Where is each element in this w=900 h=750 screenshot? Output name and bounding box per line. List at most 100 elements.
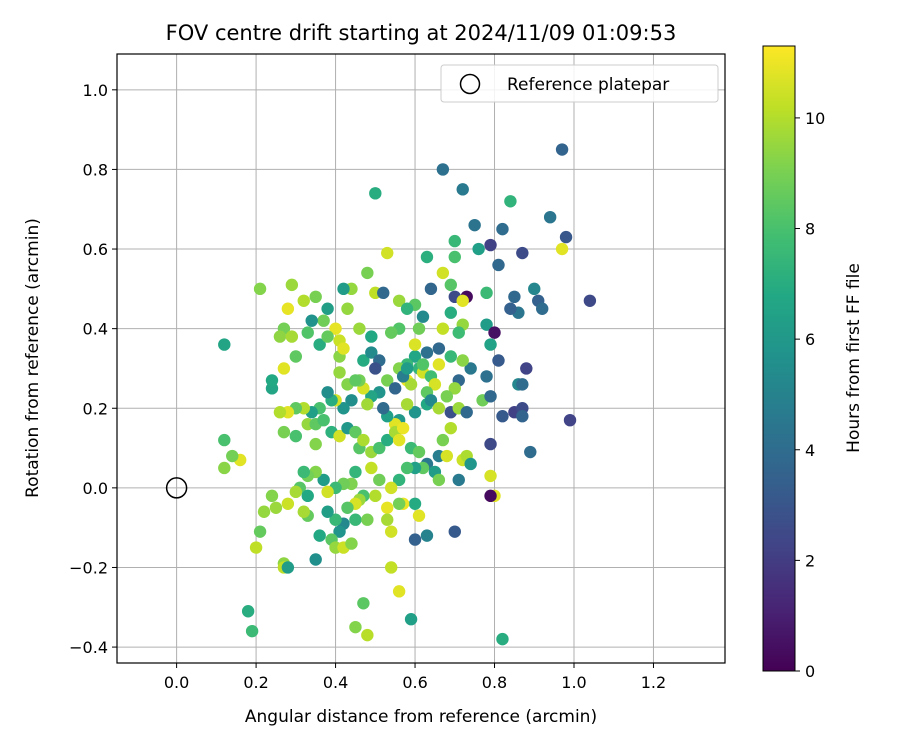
data-point xyxy=(452,473,465,487)
data-point xyxy=(321,386,334,399)
data-point xyxy=(400,461,414,475)
legend-reference-marker xyxy=(459,73,481,95)
colorbar-tick-label: 6 xyxy=(805,330,815,349)
colorbar-tick-label: 2 xyxy=(805,551,815,570)
data-point xyxy=(480,370,493,383)
y-tick-label: 0.6 xyxy=(83,240,108,259)
data-point xyxy=(520,362,533,375)
data-point xyxy=(333,429,346,443)
data-point xyxy=(337,342,350,355)
data-point xyxy=(448,382,461,395)
data-point xyxy=(384,326,398,339)
data-point xyxy=(345,537,358,550)
legend-entry-label: Reference platepar xyxy=(507,75,669,95)
data-point xyxy=(412,445,426,459)
y-tick-label: 0.0 xyxy=(83,479,108,498)
data-point xyxy=(456,183,469,196)
data-point xyxy=(424,282,438,296)
y-tick-label: 0.4 xyxy=(83,320,108,339)
data-point xyxy=(408,406,422,419)
data-point xyxy=(432,402,446,415)
data-point xyxy=(381,246,394,260)
data-point xyxy=(460,406,473,419)
data-point xyxy=(341,501,354,514)
data-point xyxy=(226,449,239,463)
data-point xyxy=(317,473,330,487)
data-point xyxy=(428,378,442,391)
data-point xyxy=(408,497,422,510)
data-point xyxy=(218,461,231,475)
data-point xyxy=(555,143,569,156)
data-point xyxy=(245,624,259,638)
data-point xyxy=(301,489,314,503)
data-point xyxy=(377,286,390,300)
y-axis-label: Rotation from reference (arcmin) xyxy=(23,218,43,498)
data-point xyxy=(253,282,267,296)
data-point xyxy=(412,322,426,335)
x-tick-label: 0.6 xyxy=(402,673,427,692)
data-point xyxy=(349,513,362,526)
data-point xyxy=(373,473,386,487)
data-point xyxy=(420,250,434,264)
data-point xyxy=(361,266,374,280)
data-point xyxy=(281,561,295,574)
data-point xyxy=(408,350,422,363)
data-point xyxy=(404,378,418,391)
data-point xyxy=(321,330,334,343)
data-point xyxy=(528,282,541,296)
x-tick-label: 0.0 xyxy=(164,673,189,692)
plot-frame xyxy=(116,53,726,664)
data-point xyxy=(349,465,362,479)
x-tick-label: 1.0 xyxy=(561,673,586,692)
data-point xyxy=(269,501,283,514)
data-point xyxy=(496,632,509,646)
legend: Reference platepar xyxy=(440,64,719,103)
data-point xyxy=(369,362,382,375)
data-point xyxy=(444,421,458,435)
data-point xyxy=(357,597,370,610)
data-point xyxy=(218,433,231,447)
data-point xyxy=(285,330,299,343)
data-point xyxy=(492,258,505,272)
data-point xyxy=(424,394,438,407)
data-point xyxy=(484,437,497,451)
data-point xyxy=(349,425,362,439)
data-point xyxy=(373,441,386,455)
chart-title: FOV centre drift starting at 2024/11/09 … xyxy=(166,21,677,45)
data-point xyxy=(301,326,314,339)
data-point xyxy=(583,294,597,307)
data-point xyxy=(265,489,279,503)
data-point xyxy=(416,358,430,371)
colorbar-tick-label: 0 xyxy=(805,662,815,681)
data-point xyxy=(337,282,350,296)
data-point xyxy=(353,322,366,335)
data-point xyxy=(504,302,517,315)
data-point xyxy=(408,533,422,546)
data-point xyxy=(273,406,287,419)
data-point xyxy=(400,302,414,315)
data-point xyxy=(297,294,310,307)
data-point xyxy=(536,302,549,315)
colorbar-ticks: 0 2 4 6 8 10 xyxy=(795,109,825,681)
data-point xyxy=(484,469,497,483)
colorbar-gradient xyxy=(762,45,796,672)
data-point xyxy=(273,330,287,343)
data-points xyxy=(218,143,597,646)
data-point xyxy=(408,338,422,351)
data-point xyxy=(309,437,322,451)
data-point xyxy=(420,529,434,542)
data-point xyxy=(468,218,481,232)
y-axis-ticks: −0.4 −0.2 0.0 0.2 0.4 0.6 0.8 1.0 xyxy=(69,81,117,657)
data-point xyxy=(555,242,569,256)
colorbar: 0 2 4 6 8 10 Hours from first FF file xyxy=(762,45,864,681)
data-point xyxy=(496,410,509,423)
data-point xyxy=(432,342,446,355)
y-tick-label: −0.4 xyxy=(69,638,108,657)
data-point xyxy=(309,553,322,566)
colorbar-tick-label: 10 xyxy=(805,109,825,128)
data-point xyxy=(543,210,557,224)
data-point xyxy=(396,421,410,435)
data-point xyxy=(484,489,497,503)
data-point xyxy=(504,195,517,208)
data-point xyxy=(388,382,402,395)
